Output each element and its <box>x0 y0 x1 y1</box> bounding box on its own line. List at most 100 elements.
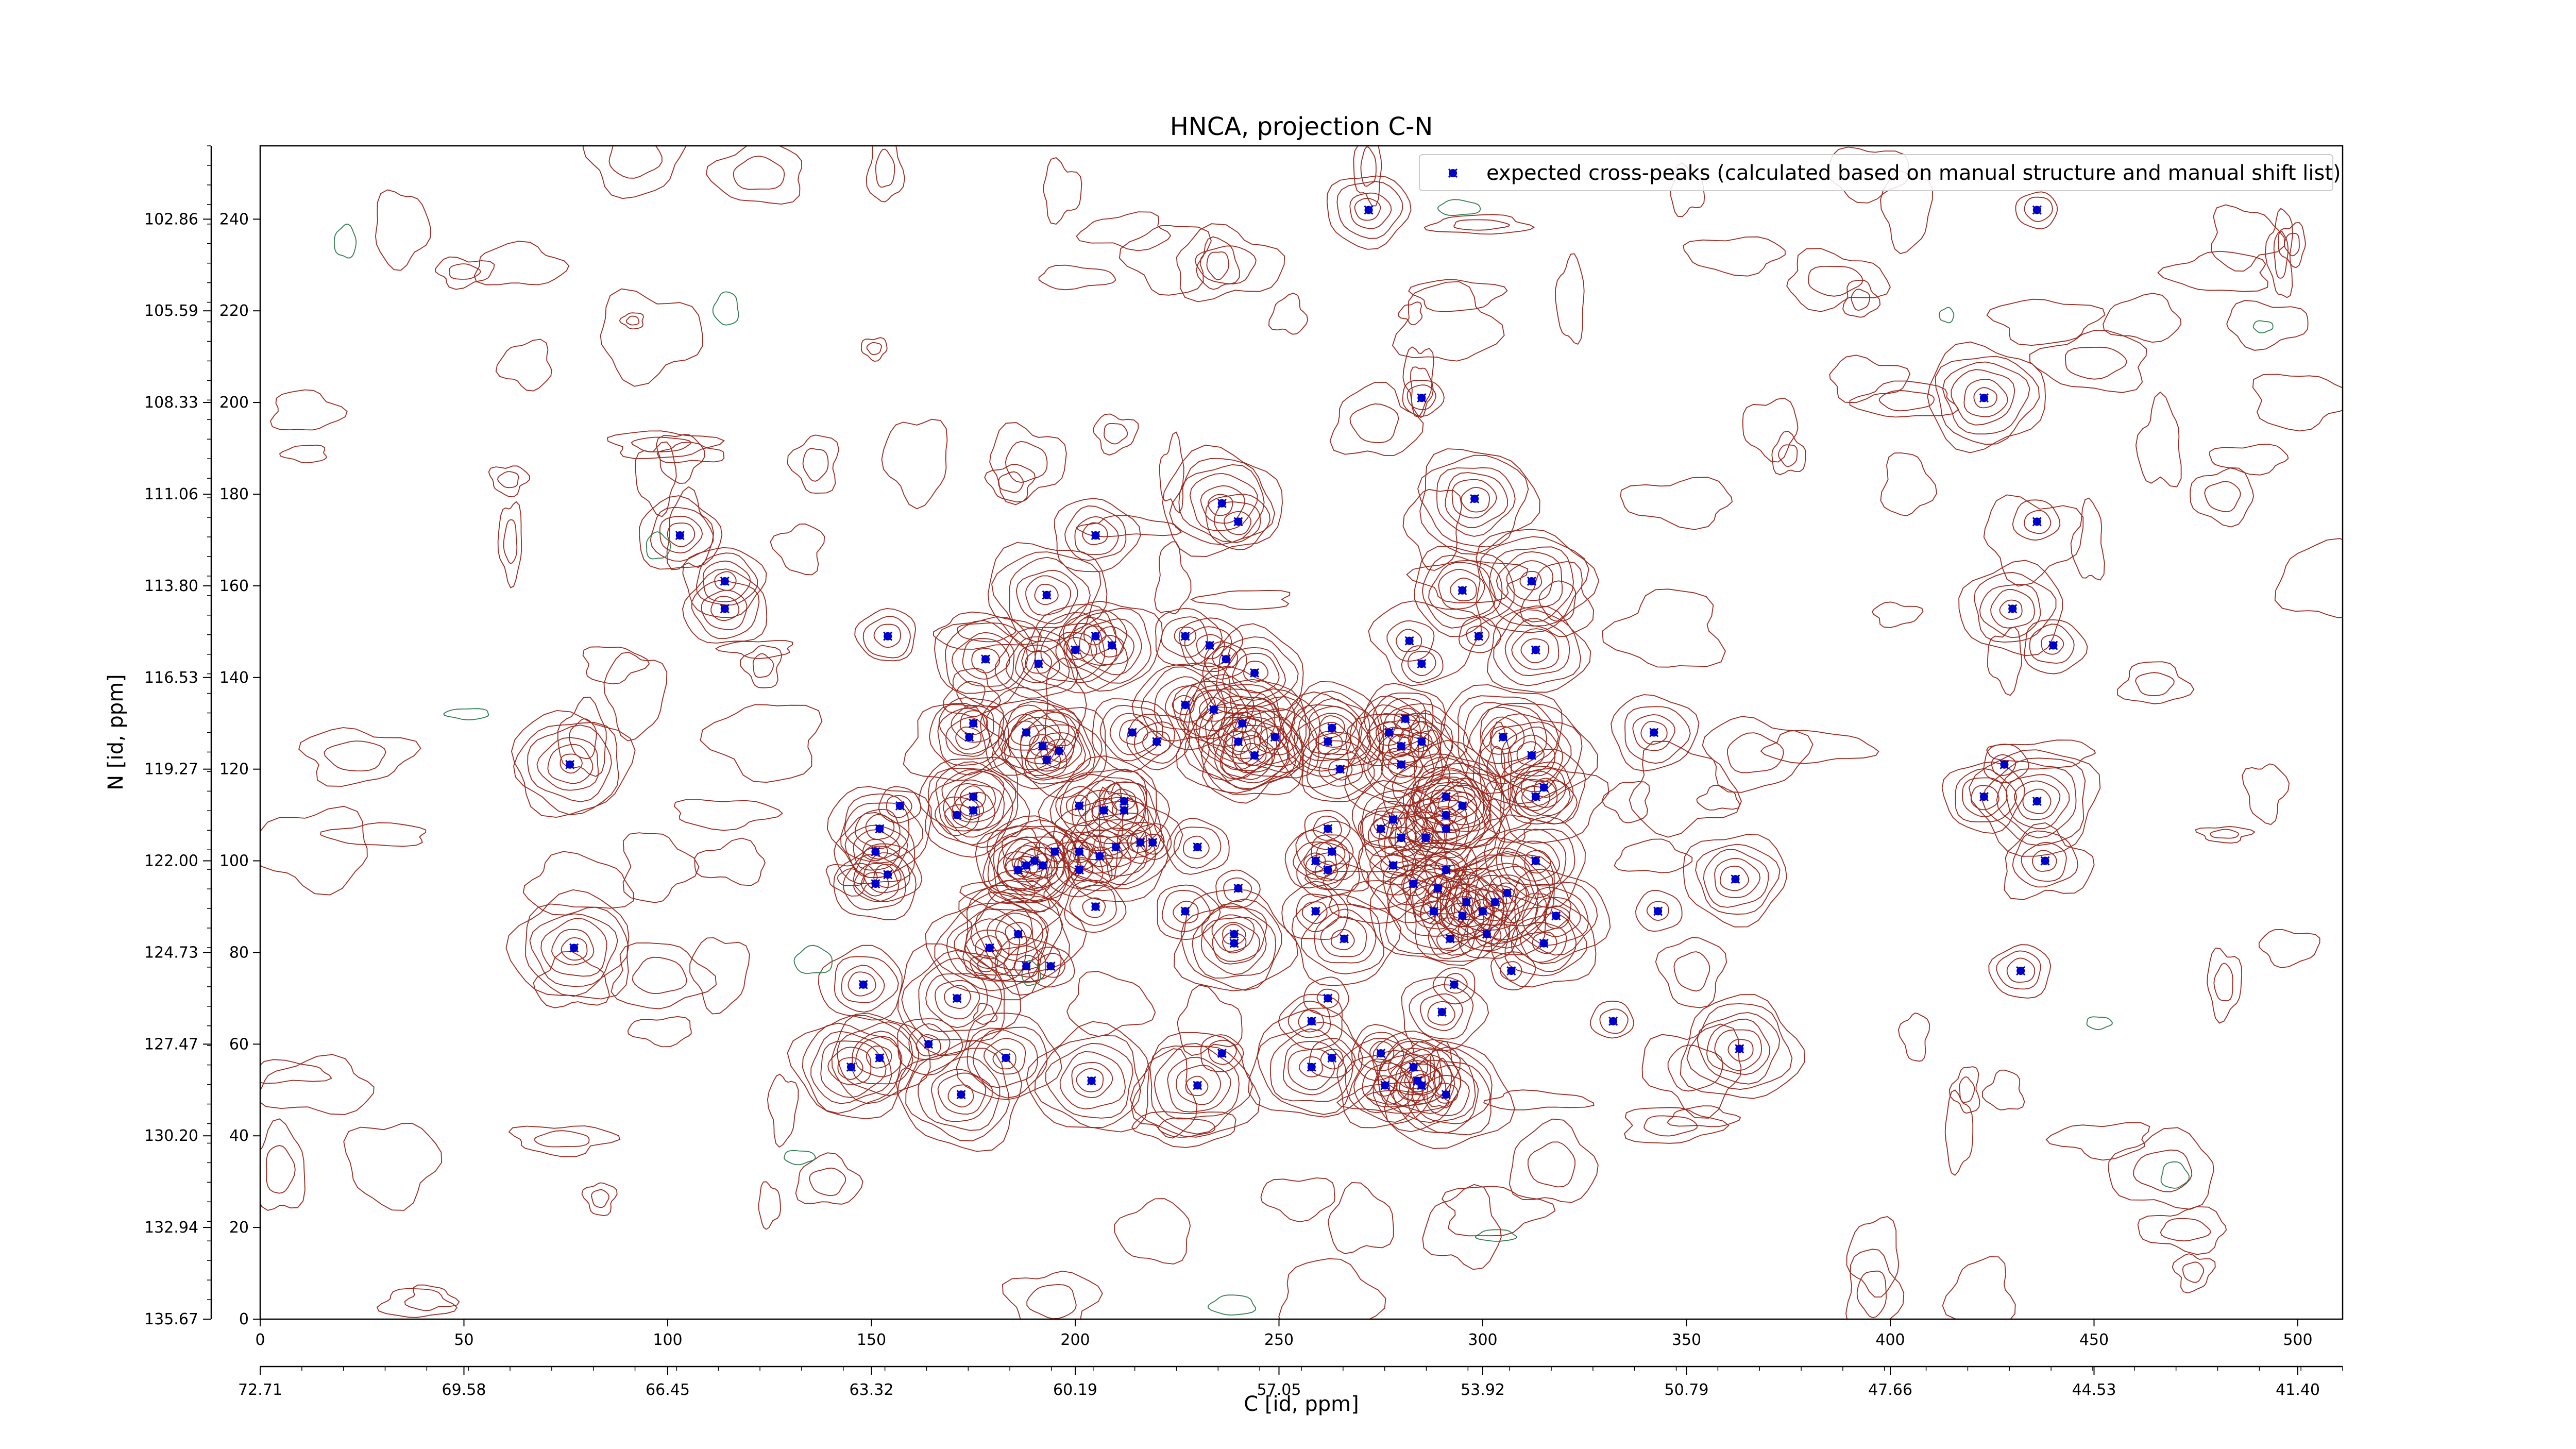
contour-ring <box>1382 739 1503 848</box>
contour-ring <box>1287 1000 1331 1038</box>
contour-noise <box>866 146 906 203</box>
contour-ring <box>993 825 1079 902</box>
contour-noise <box>1177 984 1243 1056</box>
cross-peak-marker <box>1388 861 1398 870</box>
contour-noise <box>1366 1090 1426 1107</box>
contour-ring <box>1076 1068 1104 1092</box>
x-index-tick-label: 150 <box>857 1331 886 1349</box>
cross-peak-marker <box>1217 1049 1227 1058</box>
contour-ring <box>826 786 932 878</box>
contour-ring <box>1345 1050 1426 1123</box>
peak-cross <box>1441 865 1451 875</box>
contour-ring <box>1082 522 1108 545</box>
cross-peak-marker <box>1396 742 1406 751</box>
cross-peak-marker <box>1433 883 1443 893</box>
contour-ring <box>1204 641 1247 680</box>
contour-ring <box>972 1029 1038 1088</box>
cross-peak-marker <box>1421 833 1431 843</box>
cross-peak-marker <box>1364 205 1374 215</box>
peak-cross <box>924 1039 934 1049</box>
cross-peak-marker <box>1323 737 1333 747</box>
contour-ring <box>1362 805 1446 877</box>
contour-ring <box>1185 1075 1209 1097</box>
contour-ring <box>1500 748 1586 824</box>
contour-ring <box>992 1048 1016 1070</box>
contour-ring <box>1213 501 1261 543</box>
contour-noise <box>767 1073 799 1148</box>
contour-noise <box>1880 452 1938 516</box>
contour-noise <box>656 442 725 464</box>
peak-cross <box>1458 911 1467 921</box>
cross-peak-marker <box>952 993 962 1003</box>
y-index-tick-label: 240 <box>219 210 249 228</box>
contour-noise <box>1002 1270 1103 1319</box>
contour-noise <box>2135 391 2182 487</box>
peak-cross <box>871 847 880 856</box>
y-index-tick-label: 220 <box>219 302 249 320</box>
contour-negative <box>333 223 357 259</box>
contour-noise <box>689 937 750 1015</box>
contour-noise <box>1987 626 2023 696</box>
contour-noise <box>1402 832 1448 924</box>
contour-noise <box>787 434 840 494</box>
peak-cross <box>875 824 885 834</box>
peak-cross <box>1539 783 1549 793</box>
peak-cross <box>1229 929 1239 939</box>
contour-ring <box>1942 361 2030 435</box>
cross-peak-marker <box>1091 902 1100 912</box>
contour-ring <box>960 798 985 820</box>
contour-noise <box>1410 366 1434 418</box>
contour-noise <box>1044 657 1087 747</box>
contour-ring <box>667 523 696 547</box>
contour-ring <box>1646 901 1669 921</box>
contour-ring <box>918 756 1019 846</box>
contour-ring <box>1130 823 1172 860</box>
contour-ring <box>1640 721 1668 745</box>
contour-ring <box>1224 511 1251 535</box>
plot-area <box>259 145 2344 1320</box>
contour-noise <box>1104 423 1128 445</box>
contour-ring <box>1200 485 1246 524</box>
contour-ring <box>1427 1001 1455 1026</box>
contour-ring <box>1005 857 1030 880</box>
contour-ring <box>1293 841 1337 880</box>
contour-ring <box>1223 877 1252 903</box>
cross-peak-marker <box>1087 1076 1096 1086</box>
contour-noise <box>1260 1177 1335 1223</box>
peak-cross <box>1531 856 1540 866</box>
contour-ring <box>1973 387 1997 409</box>
cross-peak-marker <box>871 879 880 889</box>
contour-noise <box>608 146 663 179</box>
cross-peak-marker <box>1046 962 1056 971</box>
y-index-tick-label: 20 <box>229 1219 249 1237</box>
contour-ring <box>1955 768 2018 822</box>
contour-ring <box>1221 724 1290 784</box>
contour-ring <box>1407 1059 1491 1134</box>
contour-ring <box>1066 608 1152 684</box>
peak-cross <box>1364 205 1374 215</box>
peak-cross <box>1458 801 1467 811</box>
contour-ring <box>2024 510 2052 534</box>
contour-noise <box>2207 947 2243 1024</box>
contour-ring <box>827 1047 872 1085</box>
cross-peak-marker <box>2032 205 2042 215</box>
contour-ring <box>802 1022 902 1114</box>
contour-noise <box>619 312 644 330</box>
contour-noise <box>1329 381 1424 456</box>
contour-ring <box>1719 865 1749 891</box>
peak-cross <box>969 791 978 802</box>
contour-ring <box>908 1023 951 1060</box>
contour-noise <box>1667 1044 1724 1092</box>
contour-ring <box>947 1084 974 1108</box>
contour-ring <box>1055 786 1101 827</box>
contour-ring <box>1025 575 1071 616</box>
peak-cross <box>875 1053 885 1063</box>
peak-cross <box>1217 498 1227 508</box>
contour-noise <box>324 740 386 772</box>
peak-cross <box>1013 929 1023 939</box>
cross-peak-marker <box>1233 517 1243 527</box>
peak-cross <box>1209 704 1219 715</box>
contour-ring <box>1196 634 1225 660</box>
contour-ring <box>1380 853 1409 879</box>
contour-ring <box>1320 916 1367 957</box>
